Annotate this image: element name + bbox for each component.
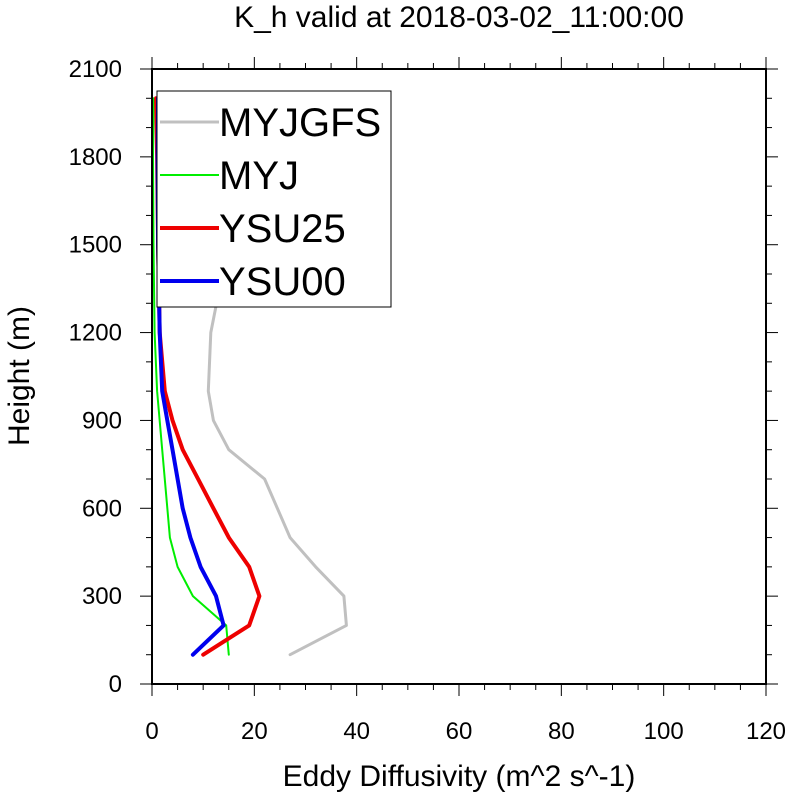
tick-labels: 0 20 40 60 80 100 1200300600900120015001800210…	[69, 56, 786, 745]
y-tick-label: 300	[82, 583, 122, 610]
y-tick-label: 1800	[69, 144, 122, 171]
x-tick-label: 60	[446, 718, 473, 745]
x-tick-label: 0	[145, 718, 158, 745]
x-tick-label: 20	[241, 718, 268, 745]
legend-label: MYJGFS	[219, 101, 381, 145]
x-tick-label: 100	[644, 718, 684, 745]
x-tick-label: 80	[548, 718, 575, 745]
y-tick-label: 900	[82, 407, 122, 434]
plot-frame	[151, 68, 767, 685]
y-tick-label: 600	[82, 495, 122, 522]
y-tick-label: 1500	[69, 232, 122, 259]
x-tick-label: 40	[343, 718, 370, 745]
y-tick-label: 1200	[69, 320, 122, 347]
y-tick-label: 0	[109, 671, 122, 698]
x-tick-label: 120	[746, 718, 786, 745]
y-axis-label: Height (m)	[3, 306, 36, 446]
legend: MYJGFS MYJ YSU25 YSU00	[156, 90, 392, 308]
chart-title: K_h valid at 2018-03-02_11:00:00	[234, 1, 684, 34]
legend-label: MYJ	[219, 154, 299, 198]
legend-box	[156, 90, 392, 308]
legend-label: YSU00	[219, 260, 346, 304]
legend-label: YSU25	[219, 207, 346, 251]
x-axis-label: Eddy Diffusivity (m^2 s^-1)	[283, 760, 636, 793]
series-line-myj	[152, 97, 230, 656]
y-tick-label: 2100	[69, 56, 122, 83]
